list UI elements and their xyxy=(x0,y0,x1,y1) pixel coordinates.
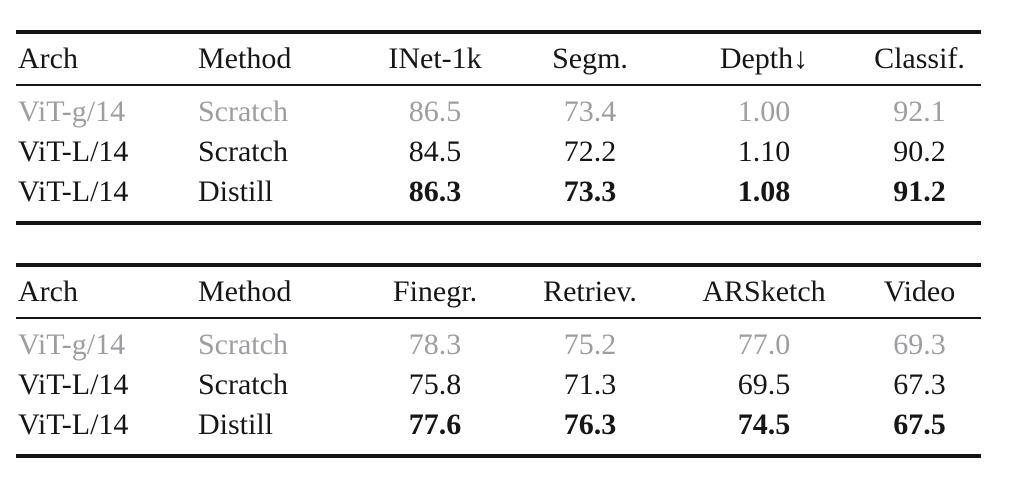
header-row: Arch Method INet-1k Segm. Depth↓ Classif… xyxy=(16,34,981,84)
top-rule xyxy=(16,263,981,267)
metric-cell: 75.8 xyxy=(408,368,462,401)
column-header-retriev: Retriev. xyxy=(543,274,637,308)
column-header-method: Method xyxy=(198,41,292,75)
metric-cell: 92.1 xyxy=(893,95,946,128)
top-rule xyxy=(16,30,981,34)
column-header-arch: Arch xyxy=(18,41,78,75)
method-cell: Distill xyxy=(198,175,274,208)
metric-cell: 91.2 xyxy=(893,175,946,208)
metric-cell: 86.3 xyxy=(408,175,462,208)
method-cell: Distill xyxy=(198,408,274,441)
arch-cell: ViT-L/14 xyxy=(18,175,129,208)
table-row-vitg-scratch: ViT-g/14 Scratch 78.3 75.2 77.0 69.3 xyxy=(16,325,981,365)
metric-cell: 74.5 xyxy=(737,408,791,441)
metric-cell: 69.5 xyxy=(737,368,791,401)
metric-cell: 73.3 xyxy=(563,175,617,208)
header-rule xyxy=(16,83,981,86)
metric-cell: 78.3 xyxy=(408,328,462,361)
table-body: ViT-g/14 Scratch 78.3 75.2 77.0 69.3 ViT… xyxy=(16,319,981,454)
metric-cell: 1.00 xyxy=(737,95,791,128)
arch-cell: ViT-g/14 xyxy=(18,95,126,128)
table-body: ViT-g/14 Scratch 86.5 73.4 1.00 92.1 ViT… xyxy=(16,86,981,221)
table-row-vitl-distill: ViT-L/14 Distill 86.3 73.3 1.08 91.2 xyxy=(16,172,981,212)
method-cell: Scratch xyxy=(198,95,288,128)
column-header-segm: Segm. xyxy=(552,41,628,75)
column-header-arch: Arch xyxy=(18,274,78,308)
method-cell: Scratch xyxy=(198,368,288,401)
arch-cell: ViT-L/14 xyxy=(18,135,129,168)
metric-cell: 69.3 xyxy=(893,328,946,361)
method-cell: Scratch xyxy=(198,328,288,361)
bottom-rule xyxy=(16,221,981,225)
metric-cell: 84.5 xyxy=(408,135,462,168)
column-header-classif: Classif. xyxy=(874,41,965,75)
method-cell: Scratch xyxy=(198,135,288,168)
column-header-inet1k: INet-1k xyxy=(388,41,482,75)
column-header-depth: Depth↓ xyxy=(719,41,809,75)
column-header-video: Video xyxy=(883,274,956,308)
metric-cell: 1.10 xyxy=(737,135,791,168)
table-row-vitg-scratch: ViT-g/14 Scratch 86.5 73.4 1.00 92.1 xyxy=(16,92,981,132)
metric-cell: 1.08 xyxy=(737,175,791,208)
arch-cell: ViT-L/14 xyxy=(18,368,129,401)
metric-cell: 67.3 xyxy=(893,368,946,401)
column-header-method: Method xyxy=(198,274,292,308)
header-rule xyxy=(16,316,981,319)
metric-cell: 76.3 xyxy=(563,408,617,441)
arch-cell: ViT-g/14 xyxy=(18,328,126,361)
benchmark-table-retrieval: Arch Method Finegr. Retriev. ARSketch Vi… xyxy=(16,263,981,458)
benchmark-table-classification: Arch Method INet-1k Segm. Depth↓ Classif… xyxy=(16,30,981,225)
metric-cell: 71.3 xyxy=(563,368,617,401)
metric-cell: 90.2 xyxy=(893,135,946,168)
column-header-finegr: Finegr. xyxy=(392,274,478,308)
metric-cell: 75.2 xyxy=(563,328,617,361)
metric-cell: 73.4 xyxy=(563,95,617,128)
table-row-vitl-scratch: ViT-L/14 Scratch 84.5 72.2 1.10 90.2 xyxy=(16,132,981,172)
table-row-vitl-scratch: ViT-L/14 Scratch 75.8 71.3 69.5 67.3 xyxy=(16,365,981,405)
metric-cell: 86.5 xyxy=(408,95,462,128)
metric-cell: 77.6 xyxy=(408,408,462,441)
metric-cell: 77.0 xyxy=(737,328,791,361)
column-header-arsketch: ARSketch xyxy=(702,274,826,308)
arch-cell: ViT-L/14 xyxy=(18,408,129,441)
bottom-rule xyxy=(16,454,981,458)
header-row: Arch Method Finegr. Retriev. ARSketch Vi… xyxy=(16,267,981,317)
table-row-vitl-distill: ViT-L/14 Distill 77.6 76.3 74.5 67.5 xyxy=(16,405,981,445)
metric-cell: 67.5 xyxy=(893,408,946,441)
metric-cell: 72.2 xyxy=(563,135,617,168)
